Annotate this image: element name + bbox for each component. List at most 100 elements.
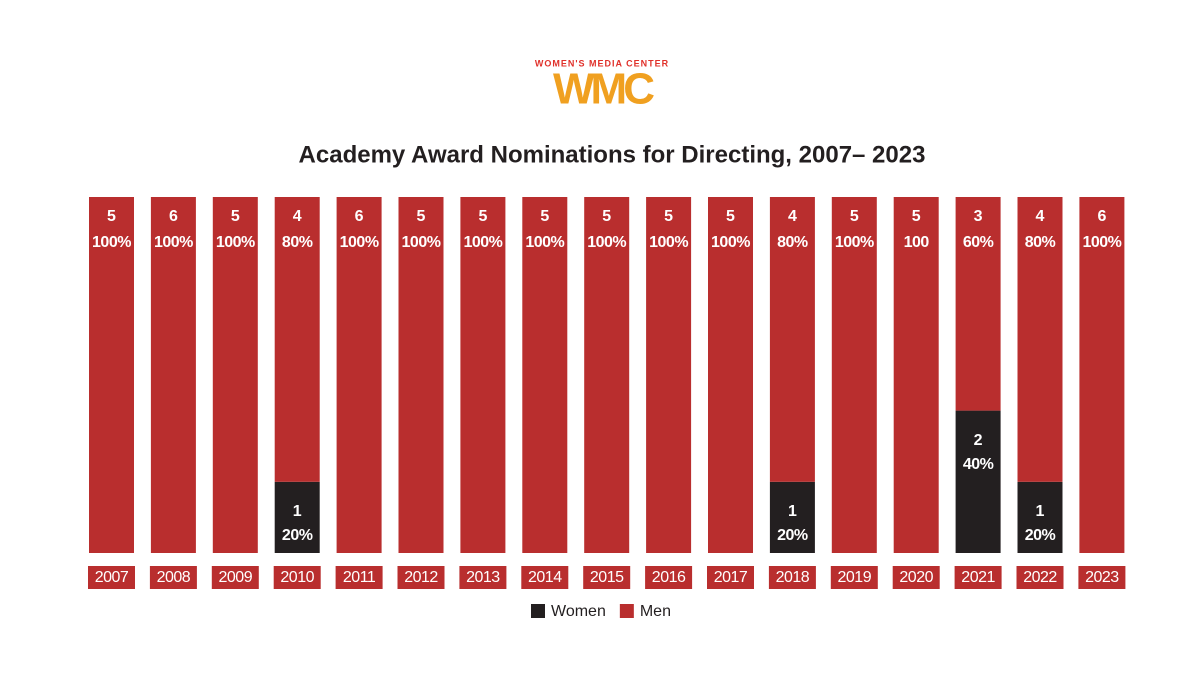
value-label: 100%	[340, 234, 379, 251]
count-label: 5	[417, 208, 426, 225]
bar-segment	[1017, 481, 1063, 553]
bar-segment	[336, 197, 382, 553]
value-label: 100%	[154, 234, 193, 251]
x-tick-label: 2007	[95, 569, 129, 586]
x-tick-label: 2023	[1085, 569, 1119, 586]
bar-segment	[646, 197, 692, 553]
x-tick-label: 2008	[157, 569, 191, 586]
bar-segment	[584, 197, 630, 553]
value-label: 20%	[1025, 527, 1056, 544]
count-label: 6	[169, 208, 178, 225]
x-tick-label: 2019	[838, 569, 872, 586]
category-box	[149, 566, 197, 589]
bar-segment	[769, 481, 815, 553]
category-box	[521, 566, 569, 589]
bar-segment	[708, 197, 753, 553]
x-tick-label: 2020	[899, 569, 933, 586]
legend-label: Women	[551, 603, 606, 620]
count-label: 1	[788, 503, 797, 520]
count-label: 5	[602, 208, 611, 225]
value-label: 40%	[963, 456, 994, 473]
category-box	[707, 566, 754, 589]
bar-segment	[460, 197, 506, 553]
bar-segment	[1079, 197, 1125, 553]
bar-segment	[955, 197, 1001, 411]
count-label: 4	[293, 208, 302, 225]
count-label: 5	[231, 208, 240, 225]
count-label: 5	[726, 208, 735, 225]
bar-segment	[274, 197, 320, 482]
bar-segment	[955, 410, 1001, 553]
count-label: 5	[912, 208, 921, 225]
value-label: 60%	[963, 234, 994, 251]
category-box	[1016, 566, 1064, 589]
category-box	[459, 566, 507, 589]
count-label: 3	[974, 208, 983, 225]
x-tick-label: 2009	[219, 569, 253, 586]
value-label: 100%	[649, 234, 688, 251]
bar-segment	[522, 197, 568, 553]
count-label: 5	[540, 208, 549, 225]
count-label: 5	[107, 208, 116, 225]
category-box	[830, 566, 878, 589]
category-box	[273, 566, 321, 589]
value-label: 100%	[525, 234, 564, 251]
bar-segment	[831, 197, 877, 553]
value-label: 100	[904, 234, 930, 251]
legend-swatch	[619, 604, 634, 618]
bar-segment	[893, 197, 939, 553]
value-label: 100%	[463, 234, 502, 251]
bar-segment	[89, 197, 134, 553]
x-tick-label: 2015	[590, 569, 624, 586]
value-label: 20%	[777, 527, 808, 544]
legend-label: Men	[640, 603, 671, 620]
x-tick-label: 2011	[343, 569, 376, 586]
category-box	[645, 566, 693, 589]
count-label: 5	[478, 208, 487, 225]
count-label: 1	[1036, 503, 1045, 520]
count-label: 6	[355, 208, 364, 225]
category-box	[211, 566, 259, 589]
category-box	[397, 566, 445, 589]
category-box	[892, 566, 940, 589]
category-box	[768, 566, 816, 589]
category-box	[88, 566, 135, 589]
x-tick-label: 2012	[404, 569, 438, 586]
value-label: 20%	[282, 527, 313, 544]
count-label: 6	[1097, 208, 1106, 225]
category-box	[335, 566, 383, 589]
bar-segment	[212, 197, 258, 553]
value-label: 100%	[216, 234, 255, 251]
value-label: 100%	[835, 234, 874, 251]
value-label: 100%	[587, 234, 626, 251]
value-label: 100%	[92, 234, 131, 251]
category-box	[954, 566, 1002, 589]
category-box	[1078, 566, 1126, 589]
x-tick-label: 2010	[280, 569, 314, 586]
x-tick-label: 2017	[714, 569, 748, 586]
count-label: 5	[850, 208, 859, 225]
chart-title: Academy Award Nominations for Directing,…	[299, 141, 926, 168]
x-tick-label: 2022	[1023, 569, 1057, 586]
value-label: 100%	[1082, 234, 1121, 251]
value-label: 80%	[1025, 234, 1056, 251]
logo-mark: WMC	[553, 65, 654, 114]
bar-segment	[150, 197, 196, 553]
x-tick-label: 2014	[528, 569, 562, 586]
count-label: 4	[788, 208, 797, 225]
legend-swatch	[531, 604, 545, 618]
logo-tagline: WOMEN'S MEDIA CENTER	[535, 58, 669, 68]
value-label: 80%	[282, 234, 313, 251]
count-label: 2	[974, 432, 983, 449]
value-label: 100%	[711, 234, 750, 251]
x-tick-label: 2013	[466, 569, 500, 586]
bar-segment	[1017, 197, 1063, 482]
count-label: 5	[664, 208, 673, 225]
x-tick-label: 2018	[776, 569, 810, 586]
x-tick-label: 2016	[652, 569, 686, 586]
count-label: 4	[1036, 208, 1045, 225]
count-label: 1	[293, 503, 302, 520]
value-label: 80%	[777, 234, 808, 251]
